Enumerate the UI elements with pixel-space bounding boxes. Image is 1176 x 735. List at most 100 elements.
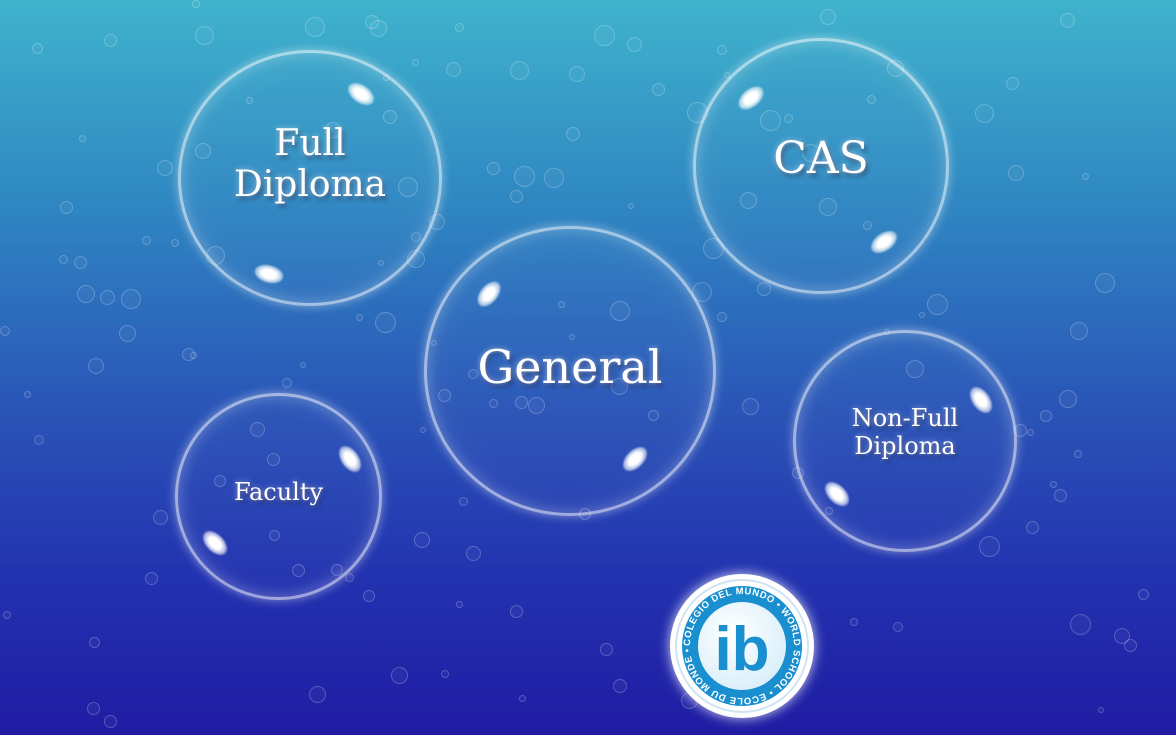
background-bubble (365, 15, 379, 29)
ib-world-school-logo[interactable]: COLEGIO DEL MUNDO • WORLD SCHOOL • ÉCOLE… (670, 574, 814, 718)
bubble-highlight (618, 442, 652, 476)
background-bubble (1124, 639, 1137, 652)
background-bubble (0, 326, 10, 336)
non-full-diploma-label: Non-Full Diploma (851, 404, 959, 460)
background-bubble (121, 289, 141, 309)
background-bubble (182, 348, 195, 361)
background-bubble (412, 59, 419, 66)
background-bubble (34, 435, 44, 445)
bubble-highlight (472, 276, 506, 312)
background-bubble (1070, 614, 1091, 635)
background-bubble (157, 160, 173, 176)
background-bubble (1138, 589, 1149, 600)
background-bubble (717, 45, 727, 55)
faculty-label: Faculty (233, 477, 324, 506)
background-bubble (1054, 489, 1067, 502)
background-bubble (455, 23, 464, 32)
full-diploma-label: Full Diploma (233, 122, 387, 205)
background-bubble (100, 290, 115, 305)
background-bubble (510, 61, 529, 80)
background-bubble (1074, 450, 1082, 458)
background-bubble (1006, 77, 1019, 90)
background-bubble (717, 312, 727, 322)
background-bubble (466, 546, 481, 561)
background-bubble (1027, 429, 1034, 436)
background-bubble (356, 314, 363, 321)
background-bubble (446, 62, 461, 77)
bubble-highlight (965, 382, 997, 418)
background-bubble (1060, 13, 1075, 28)
background-bubble (60, 201, 73, 214)
background-bubble (1098, 707, 1104, 713)
cas-label: CAS (773, 132, 869, 184)
background-bubble (59, 255, 68, 264)
background-bubble (74, 256, 87, 269)
background-bubble (88, 358, 104, 374)
background-bubble (1095, 273, 1115, 293)
background-bubble (145, 572, 158, 585)
background-bubble (919, 312, 925, 318)
background-bubble (1070, 322, 1088, 340)
background-bubble (309, 686, 326, 703)
background-bubble (3, 611, 11, 619)
bubble-highlight (343, 78, 379, 110)
non-full-diploma-bubble-button[interactable]: Non-Full Diploma (793, 330, 1017, 552)
background-bubble (652, 83, 665, 96)
background-bubble (742, 398, 759, 415)
background-bubble (594, 25, 615, 46)
background-bubble (89, 637, 100, 648)
background-bubble (927, 294, 948, 315)
background-bubble (757, 282, 771, 296)
background-bubble (459, 497, 468, 506)
background-bubble (1059, 390, 1077, 408)
bubble-highlight (866, 226, 902, 258)
bubble-highlight (198, 526, 232, 560)
full-diploma-bubble-button[interactable]: Full Diploma (178, 50, 442, 306)
background-bubble (441, 670, 449, 678)
background-bubble (119, 325, 136, 342)
background-bubble (363, 590, 375, 602)
background-bubble (104, 715, 117, 728)
bubble-highlight (820, 477, 854, 511)
background-bubble (628, 203, 634, 209)
background-bubble (566, 127, 580, 141)
background-bubble (979, 536, 1000, 557)
background-bubble (1040, 410, 1052, 422)
background-bubble (300, 362, 306, 368)
background-bubble (510, 190, 523, 203)
background-bubble (79, 135, 86, 142)
general-label: General (477, 339, 663, 394)
background-bubble (456, 601, 463, 608)
background-bubble (1050, 481, 1057, 488)
logo-ib-mark: ib (714, 615, 769, 684)
background-bubble (24, 391, 31, 398)
faculty-bubble-button[interactable]: Faculty (175, 393, 382, 600)
background-bubble (32, 43, 43, 54)
background-bubble (1008, 165, 1024, 181)
cas-bubble-button[interactable]: CAS (693, 38, 949, 294)
background-bubble (569, 66, 585, 82)
background-bubble (142, 236, 151, 245)
bubble-highlight (252, 261, 286, 287)
background-bubble (171, 239, 179, 247)
background-bubble (600, 643, 613, 656)
background-bubble (893, 622, 903, 632)
background-bubble (77, 285, 95, 303)
background-bubble (1082, 173, 1089, 180)
background-bubble (975, 104, 994, 123)
background-bubble (153, 510, 168, 525)
background-bubble (613, 679, 627, 693)
bubble-highlight (334, 441, 366, 477)
background-bubble (282, 378, 292, 388)
background-bubble (87, 702, 100, 715)
background-bubble (370, 20, 387, 37)
background-bubble (391, 667, 408, 684)
background-bubble (514, 166, 535, 187)
general-bubble-button[interactable]: General (424, 226, 716, 516)
background-bubble (487, 162, 500, 175)
bubble-highlight (733, 81, 769, 115)
background-bubble (305, 17, 325, 37)
background-bubble (192, 0, 200, 8)
background-bubble (414, 532, 430, 548)
background-bubble (195, 26, 214, 45)
